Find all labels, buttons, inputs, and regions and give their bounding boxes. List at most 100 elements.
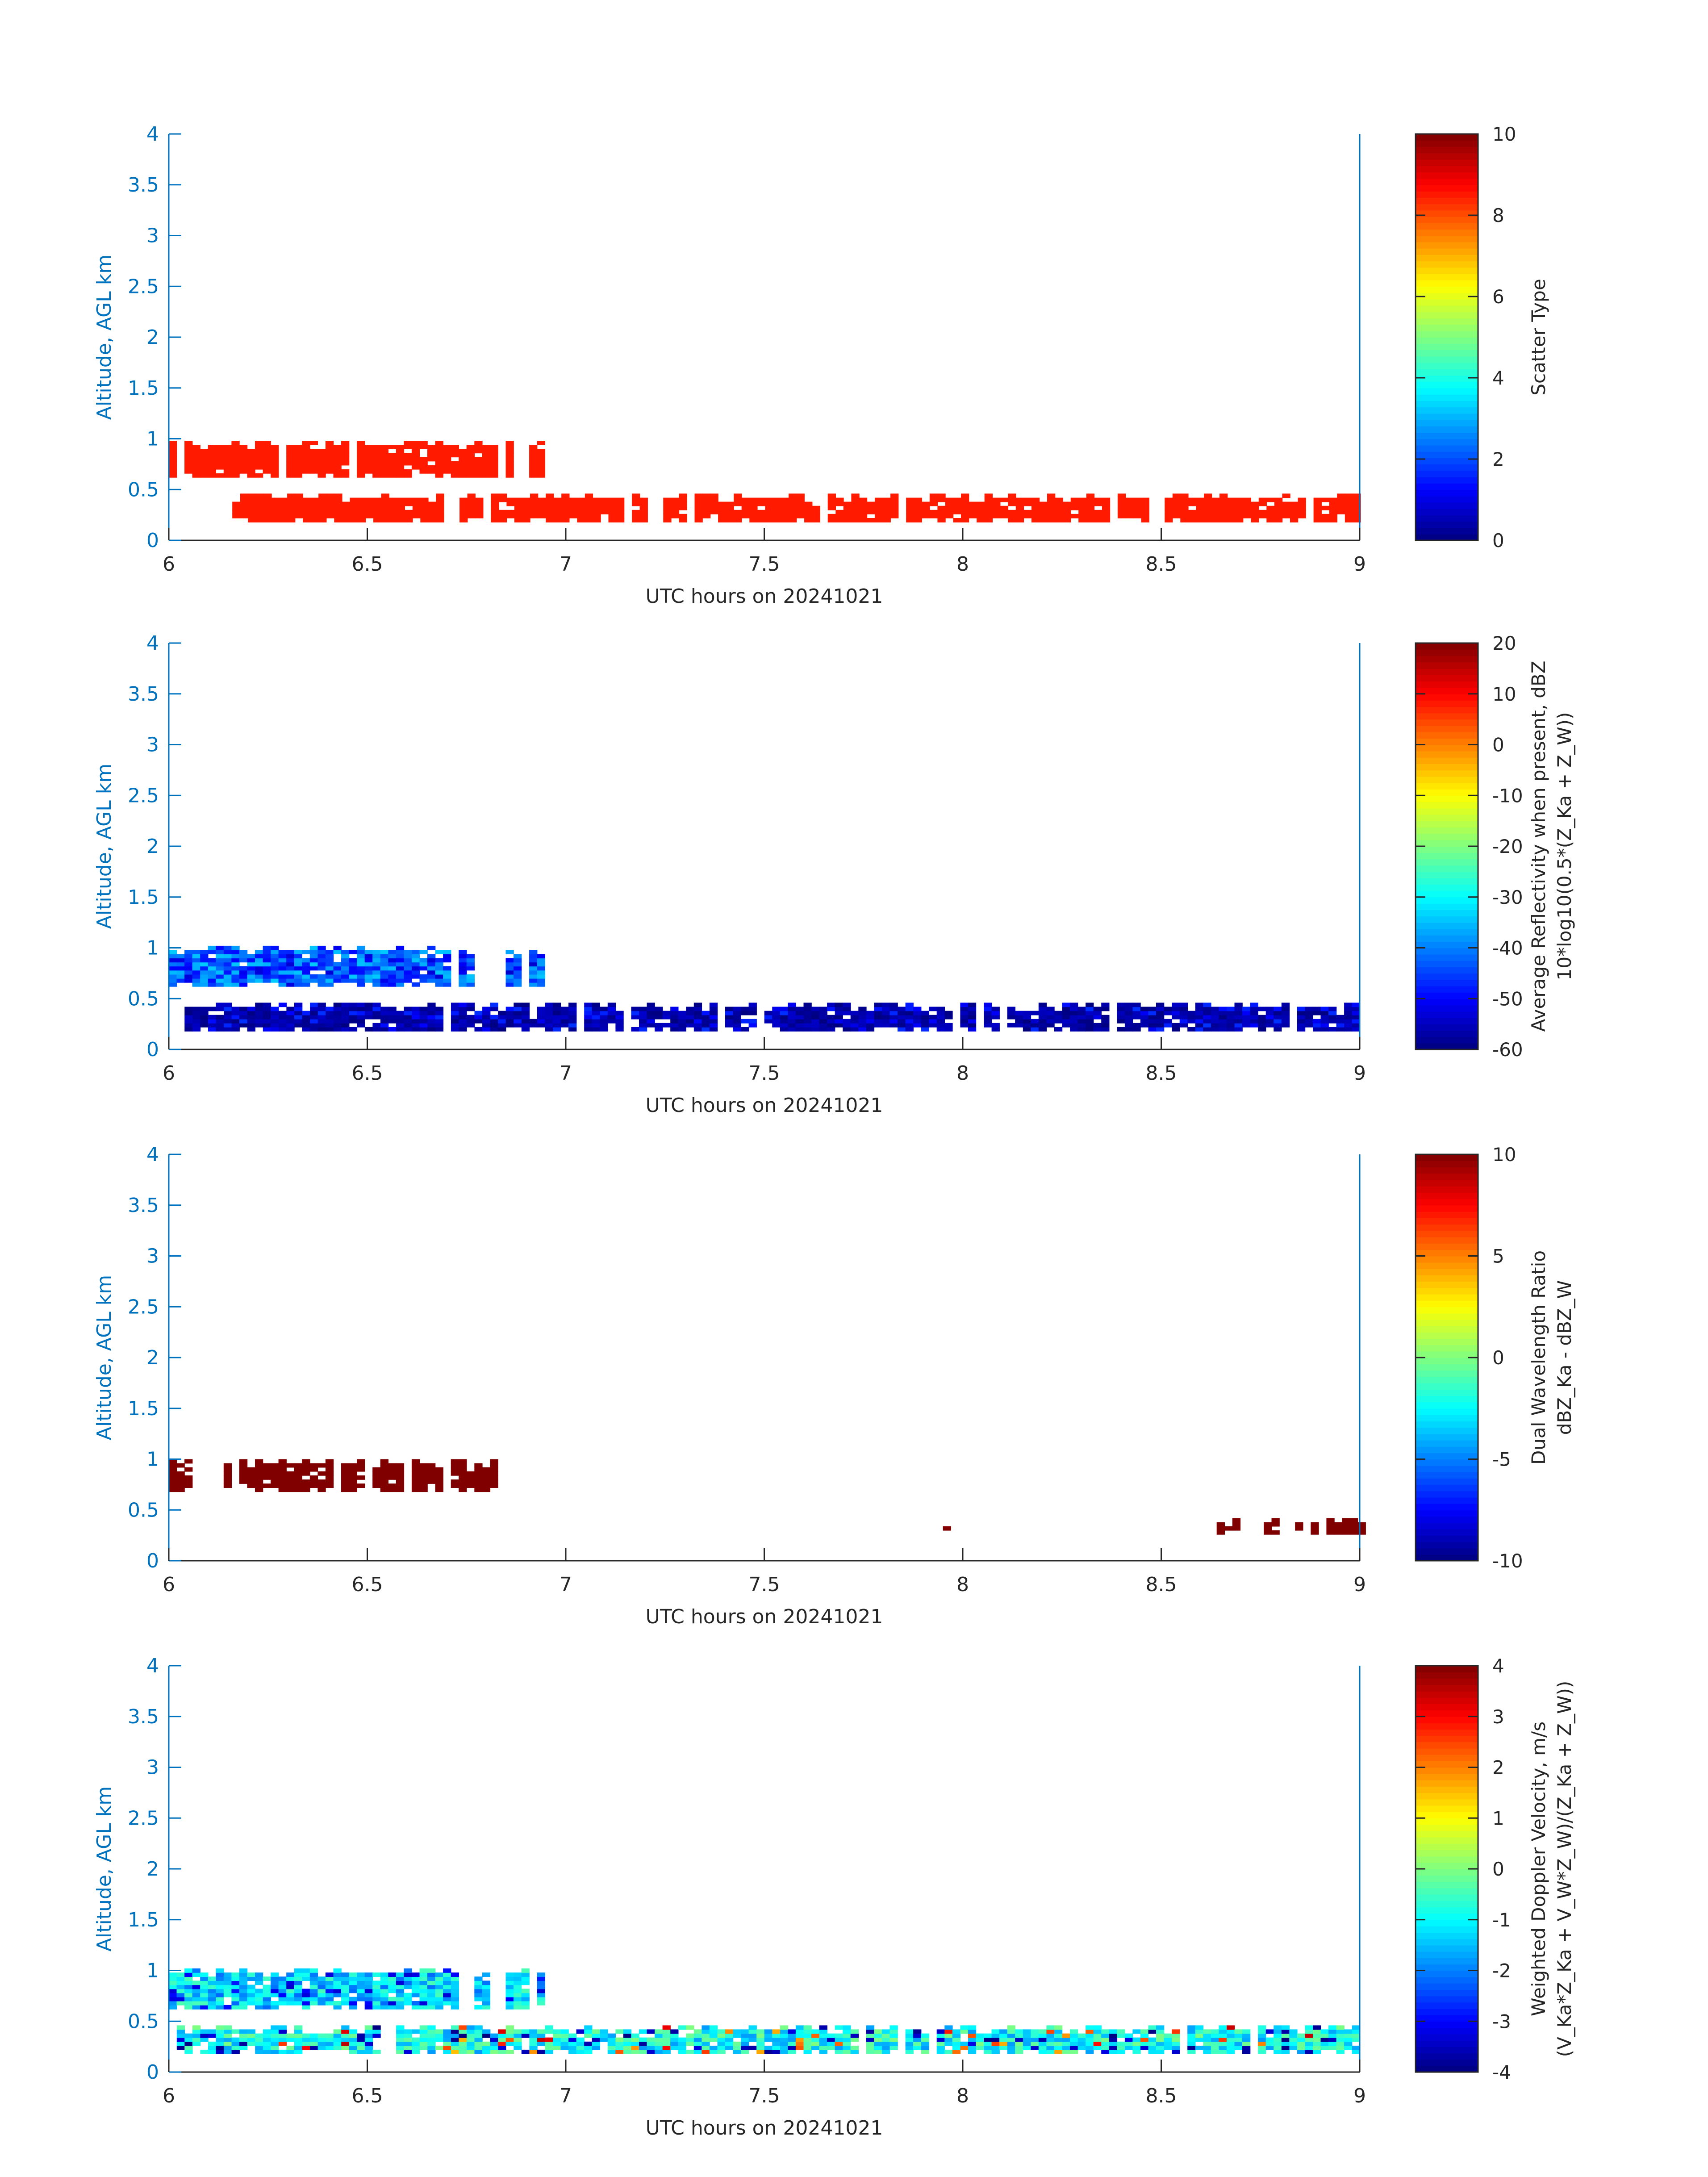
heatmap-cell [991,2037,1000,2042]
heatmap-cell [333,1027,342,1032]
heatmap-cell [451,1471,459,1476]
heatmap-cell [843,506,852,510]
heatmap-cell [490,1019,498,1024]
heatmap-cell [1352,1003,1360,1007]
heatmap-cell [396,1027,405,1032]
heatmap-cell [1031,1023,1039,1028]
heatmap-cell [780,1019,789,1024]
heatmap-cell [1102,501,1111,506]
heatmap-cell [1031,501,1040,506]
heatmap-cell [411,1463,420,1468]
colorbar-tick-label: 10 [1492,1144,1516,1166]
heatmap-cell [709,1003,718,1007]
heatmap-cell [537,2037,546,2042]
heatmap-cell [529,970,538,975]
heatmap-cell [764,1015,773,1020]
heatmap-cell [1015,1011,1023,1015]
heatmap-cell [1132,1027,1141,1032]
heatmap-cell [388,457,397,462]
colorbar-swatch [1416,1516,1478,1523]
heatmap-cell [545,2041,553,2046]
heatmap-cell [278,1993,287,1997]
heatmap-cell [357,1011,365,1015]
heatmap-cell [380,1459,388,1464]
x-tick-label: 8.5 [1146,1573,1177,1596]
heatmap-cell [396,465,405,470]
heatmap-cell [341,1981,350,1985]
heatmap-cell [271,497,280,502]
heatmap-cell [200,978,209,983]
heatmap-cell [309,453,318,458]
heatmap-cell [427,945,436,950]
heatmap-cell [208,1989,216,1993]
heatmap-cell [1211,518,1220,522]
colorbar-label: Scatter Type [1528,279,1549,395]
heatmap-cell [505,2001,514,2006]
heatmap-cell [1336,2045,1345,2050]
colorbar-swatch [1416,681,1478,688]
heatmap-cell [326,493,335,498]
colorbar-swatch [1416,305,1478,312]
heatmap-cell [1007,2025,1015,2030]
heatmap-cell [466,445,475,449]
heatmap-cell [1235,510,1244,514]
heatmap-cell [247,457,255,462]
heatmap-cell [467,501,476,506]
heatmap-cell [984,2037,992,2042]
heatmap-cell [1156,2037,1165,2042]
heatmap-cell [208,2033,217,2038]
heatmap-cell [1345,506,1353,510]
heatmap-cell [208,469,216,474]
heatmap-cell [835,2025,843,2030]
heatmap-cell [380,1993,388,1997]
heatmap-cell [1070,514,1079,518]
heatmap-cell [1070,497,1079,502]
heatmap-cell [999,2029,1008,2034]
heatmap-cell [364,457,373,462]
heatmap-cell [216,1993,224,1997]
heatmap-cell [333,465,342,470]
heatmap-cell [1282,501,1290,506]
heatmap-cell [317,1997,326,2002]
heatmap-cell [436,501,444,506]
heatmap-cell [1196,514,1204,518]
heatmap-cell [521,1007,530,1011]
heatmap-cell [1187,1015,1196,1020]
heatmap-cell [208,2001,216,2006]
heatmap-cell [866,1019,875,1024]
y-tick-label: 1.5 [128,886,159,909]
heatmap-cell [404,1993,412,1997]
colorbar-swatch [1416,884,1478,891]
heatmap-cell [639,2037,647,2042]
heatmap-cell [381,497,389,502]
heatmap-cell [427,445,436,449]
heatmap-cell [459,2033,467,2038]
heatmap-cell [396,1997,405,2002]
heatmap-cell [647,1003,655,1007]
heatmap-cell [271,2025,279,2030]
heatmap-cell [333,1015,342,1020]
heatmap-cell [474,2029,483,2034]
heatmap-cell [255,2049,263,2054]
heatmap-cell [545,1019,553,1024]
heatmap-cell [1281,1011,1290,1015]
heatmap-cell [435,1479,443,1484]
heatmap-cell [780,2033,789,2038]
heatmap-cell [287,493,296,498]
heatmap-cell [349,966,357,971]
heatmap-cell [1274,2041,1282,2046]
heatmap-cell [1290,506,1299,510]
heatmap-cell [1266,497,1275,502]
heatmap-cell [169,441,177,445]
heatmap-cell [412,2037,420,2042]
heatmap-cell [349,1488,357,1492]
heatmap-cell [419,1997,428,2002]
colorbar-swatch [1416,725,1478,732]
heatmap-cell [505,2049,514,2054]
heatmap-cell [984,493,993,498]
colorbar-swatch [1416,432,1478,439]
heatmap-cell [1265,1011,1274,1015]
heatmap-cell [607,1019,616,1024]
